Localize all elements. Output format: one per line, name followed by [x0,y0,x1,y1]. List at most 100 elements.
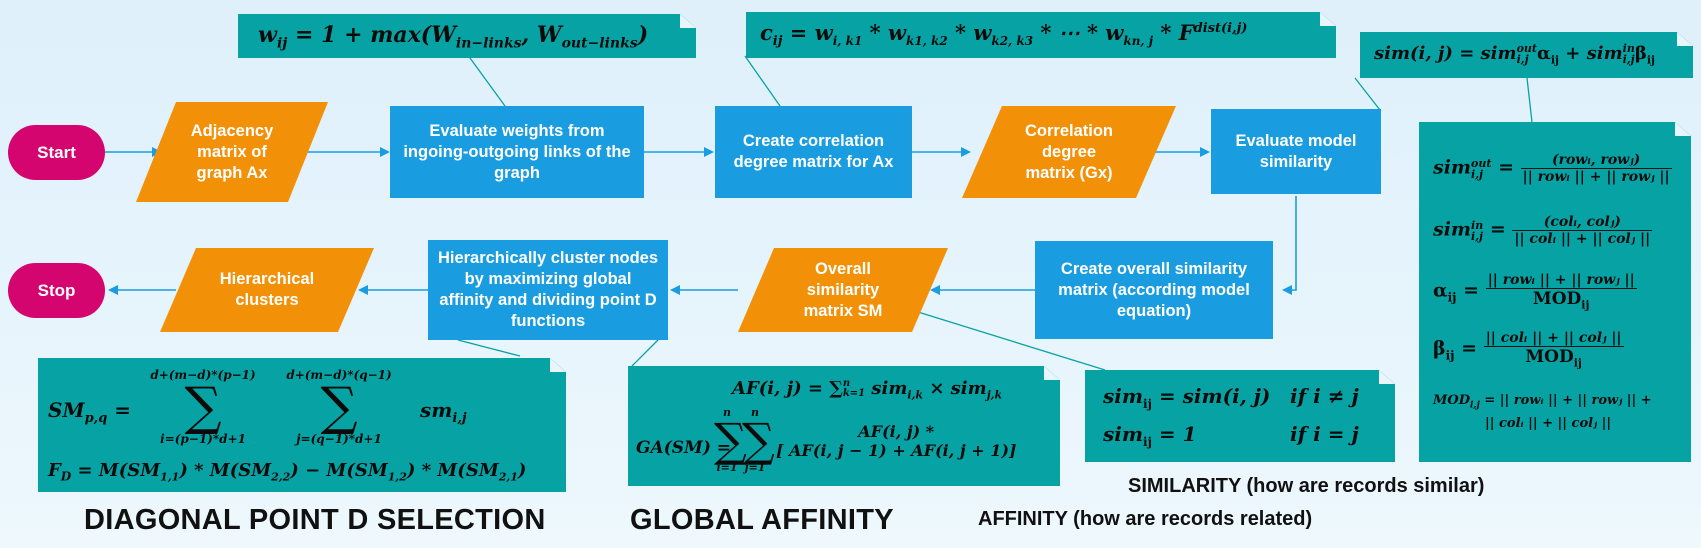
corr-sub: ij [772,34,783,50]
simmodel-beta: β [1634,43,1647,64]
alpha-den: MOD [1532,289,1582,309]
callout-sm [457,339,521,357]
callout-sim-cases [917,311,1106,371]
af-sub: k=1 [842,388,866,399]
fd-g: 2,1 [498,470,518,484]
corr-s3: k2, k3 [991,34,1034,49]
sm-sum1: ∑ [184,377,222,437]
corr-s2: k1, k2 [906,34,948,49]
evaluate-weights-label: Evaluate weights from ingoing-outgoing l… [403,121,631,182]
alpha-den-sub: ij [1581,298,1590,312]
cluster-nodes-label: Hierarchically cluster nodes by maximizi… [437,249,659,330]
adjacency-label: Adjacency matrix of graph Ax [190,121,274,182]
case1-rhs: = sim(i, j) [1151,384,1271,408]
ga-sum2-bot: j=1 [744,461,766,474]
similarity-definitions-note: sim out i,j = (rowᵢ, rowⱼ) || rowᵢ || + || … [1419,122,1691,462]
correlation-degree-label: Correlation degree matrix (Gx) [1024,121,1113,182]
arrow-similarity-to-overall [1282,196,1297,295]
start-terminal: Start [8,125,105,180]
af-lhs: AF(i, j) = ∑ [732,378,843,399]
ga-sum1-bot: i=1 [716,461,738,474]
corr-c: c [760,20,773,45]
af-s1: i,k [907,388,924,402]
sm-lhs-sub: p,q [84,411,108,426]
ga-sum1: ∑ [714,413,747,467]
sm-term: sm [420,398,453,422]
mod-line2: || colᵢ || + || colⱼ || [1485,415,1612,431]
fd-h: ) [517,460,527,481]
ga-sum1-top: n [723,406,731,419]
simin-den: || colᵢ || + || colⱼ || [1514,231,1651,247]
fd-f2: ) * M(SM [406,460,499,481]
sm-sum2-top: d+(m−d)*(q−1) [286,368,392,382]
simin-fraction: (colᵢ, colⱼ) || colᵢ || + || colⱼ || [1512,214,1652,247]
weight-sub-out: out−links [561,35,638,52]
sm-sum2-bot: j=(q−1)*d+1 [296,432,382,446]
sim-model-formula-note: sim(i, j) = sim out i,j αij + sim in i,j βij [1360,32,1693,78]
cluster-nodes-process: Hierarchically cluster nodes by maximizi… [428,240,668,340]
corr-m3: * ⋯ * w [1033,20,1124,45]
case1-sim: sim [1103,384,1144,408]
correlation-degree-io: Correlation degree matrix (Gx) [962,106,1176,198]
sm-sum1-top: d+(m−d)*(p−1) [150,368,256,382]
corr-s1: i, k1 [832,34,863,49]
mod-rest1: = || rowᵢ || + || rowⱼ || + [1479,393,1652,408]
case2-cond: if i = j [1290,422,1359,446]
case2-sub: ij [1143,435,1152,449]
beta-den-sub: ij [1573,356,1582,370]
weight-sub-in: in−links [455,35,522,52]
overall-sm-label: Overall similarity matrix SM [803,259,883,320]
simmodel-sup2: in [1622,42,1635,55]
beta-den: MOD [1525,347,1574,367]
stop-label: Stop [37,280,76,300]
hierarchical-clusters-io: Hierarchical clusters [160,248,374,332]
simmodel-alpha: α [1537,43,1551,64]
corr-s4: kn, j [1123,34,1154,49]
beta-lhs: β [1433,337,1446,360]
af-s2: j,k [986,388,1003,402]
simmodel-alpha-sub: ij [1550,53,1560,67]
simin-lhs: sim [1433,218,1472,241]
sm-eq: = [107,398,132,422]
af-sup: n [842,378,851,389]
evaluate-weights-process: Evaluate weights from ingoing-outgoing l… [390,106,644,198]
beta-num: || colᵢ || + || colⱼ || [1485,330,1622,346]
simin-num: (colᵢ, colⱼ) [1512,214,1652,231]
mod-lhs: MOD [1433,393,1470,408]
callout-sim-model-b [1526,77,1533,123]
fd-d: ) − M(SM [290,460,388,481]
stop-terminal: Stop [8,263,105,318]
simmodel-lhs: sim(i, j) = sim [1374,43,1517,64]
weight-lhs-sub: ij [276,35,288,52]
correlation-matrix-label: Create correlation degree matrix for Ax [733,132,894,171]
callout-correlation [744,55,781,107]
corr-m1: * w [862,20,907,45]
similarity-cases-note: simij = sim(i, j) if i ≠ j simij = 1 if … [1085,370,1395,462]
evaluate-similarity-process: Evaluate model similarity [1211,109,1381,194]
diagonal-point-note: SMp,q = d+(m−d)*(p−1) ∑ i=(p−1)*d+1 d+(m… [38,358,566,492]
simout-lhs: sim [1433,156,1472,179]
overall-similarity-matrix-process: Create overall similarity matrix (accord… [1035,241,1273,339]
af-rest: sim [865,378,908,399]
simmodel-plus: + sim [1559,43,1623,64]
simout-sup: out [1471,156,1492,170]
ga-fraction: AF(i, j) *[ AF(i, j − 1) + AF(i, j + 1)] [774,422,1018,460]
ga-sum2: ∑ [742,413,775,467]
alpha-fraction: || rowᵢ || + || rowⱼ || MODij [1486,272,1637,311]
adjacency-matrix-io: Adjacency matrix of graph Ax [136,102,328,202]
simin-sub: i,j [1471,229,1484,243]
case2-sim: sim [1103,422,1144,446]
simmodel-sub2: i,j [1622,53,1635,66]
fd-rest: = M(SM [71,460,161,481]
corr-m2: * w [947,20,992,45]
case1-cond: if i ≠ j [1290,384,1359,408]
ga-den: [ AF(i, j − 1) + AF(i, j + 1)] [776,441,1017,460]
fd-sub: D [60,469,72,484]
start-label: Start [37,142,76,162]
simmodel-sub1: i,j [1516,53,1529,66]
sm-lhs: SM [48,398,85,422]
simmodel-sup1: out [1516,42,1537,55]
corr-m4: * F [1153,20,1194,45]
correlation-formula-note: cij = wi, k1 * wk1, k2 * wk2, k3 * ⋯ * w… [746,12,1336,58]
